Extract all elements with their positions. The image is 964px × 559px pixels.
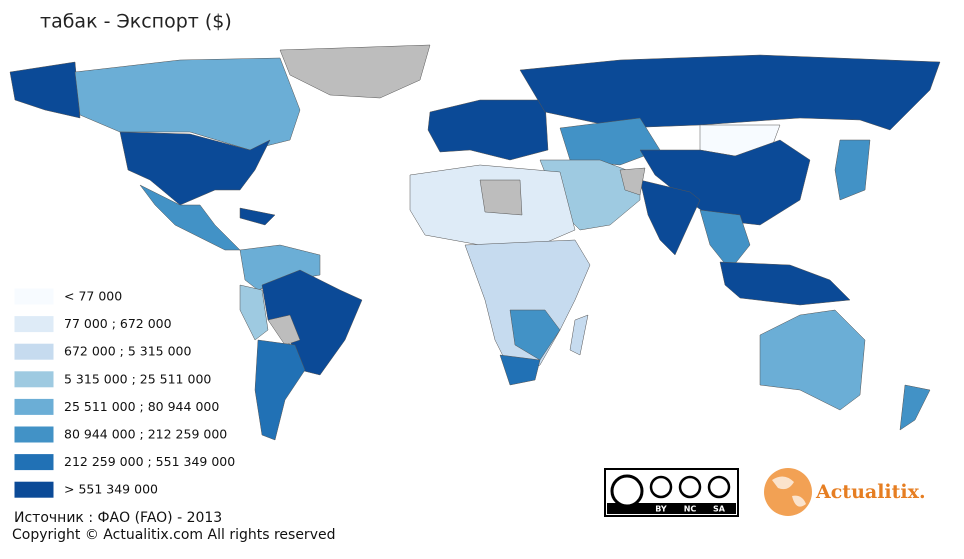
se-asia: [699, 209, 751, 271]
argentina: [254, 339, 306, 441]
peru: [239, 284, 269, 341]
legend-label: 77 000 ; 672 000: [64, 316, 172, 331]
legend-swatch: [13, 370, 55, 389]
legend-swatch: [13, 425, 55, 444]
legend-swatch: [13, 480, 55, 499]
europe: [427, 99, 549, 161]
source: Источник : ФАО (FAO) - 2013: [14, 510, 222, 526]
legend-swatch: [13, 342, 55, 361]
copyright: Copyright © Actualitix.com All rights re…: [12, 527, 335, 543]
cc-icon: [610, 474, 644, 508]
australia: [759, 309, 866, 411]
legend-label: > 551 349 000: [64, 482, 158, 497]
afghanistan: [619, 167, 646, 196]
logo-globe: [764, 468, 812, 516]
central-asia: [559, 117, 661, 166]
legend-label: 5 315 000 ; 25 511 000: [64, 371, 211, 386]
russia: [519, 54, 941, 131]
by-icon: [649, 475, 673, 499]
world-map: [9, 44, 941, 441]
logo-text: Actualitix.: [815, 481, 926, 503]
south-africa: [499, 354, 541, 386]
legend-label: 672 000 ; 5 315 000: [64, 344, 192, 359]
legend: < 77 000 77 000 ; 672 000 672 000 ; 5 315 …: [13, 287, 235, 499]
badge-by: BY: [655, 505, 667, 514]
badge-nc: NC: [684, 505, 697, 514]
new-zealand: [899, 384, 931, 431]
badge-strip: [607, 503, 736, 514]
sa-icon: [707, 475, 731, 499]
legend-label: 212 259 000 ; 551 349 000: [64, 454, 235, 469]
bolivia: [267, 314, 301, 346]
legend-swatch: [13, 453, 55, 472]
legend-swatch: [13, 287, 55, 306]
libya: [479, 179, 523, 216]
caribbean: [239, 207, 276, 226]
map-title: табак - Экспорт ($): [40, 11, 232, 33]
legend-swatch: [13, 397, 55, 416]
nc-icon: [678, 475, 702, 499]
legend-label: < 77 000: [64, 289, 122, 304]
zimbabwe-region: [509, 309, 561, 361]
cc-badge: BY NC SA: [604, 468, 739, 517]
legend-swatch: [13, 315, 55, 334]
legend-label: 80 944 000 ; 212 259 000: [64, 427, 227, 442]
indonesia: [719, 261, 851, 306]
alaska: [9, 61, 81, 119]
badge-sa: SA: [713, 505, 726, 514]
japan: [834, 139, 871, 201]
usa: [119, 131, 271, 206]
logo-continents: [772, 476, 806, 507]
legend-label: 25 511 000 ; 80 944 000: [64, 399, 219, 414]
greenland: [279, 44, 431, 99]
logo: Actualitix.: [764, 468, 926, 516]
madagascar: [569, 314, 589, 356]
india: [639, 179, 701, 256]
canada: [74, 57, 301, 151]
